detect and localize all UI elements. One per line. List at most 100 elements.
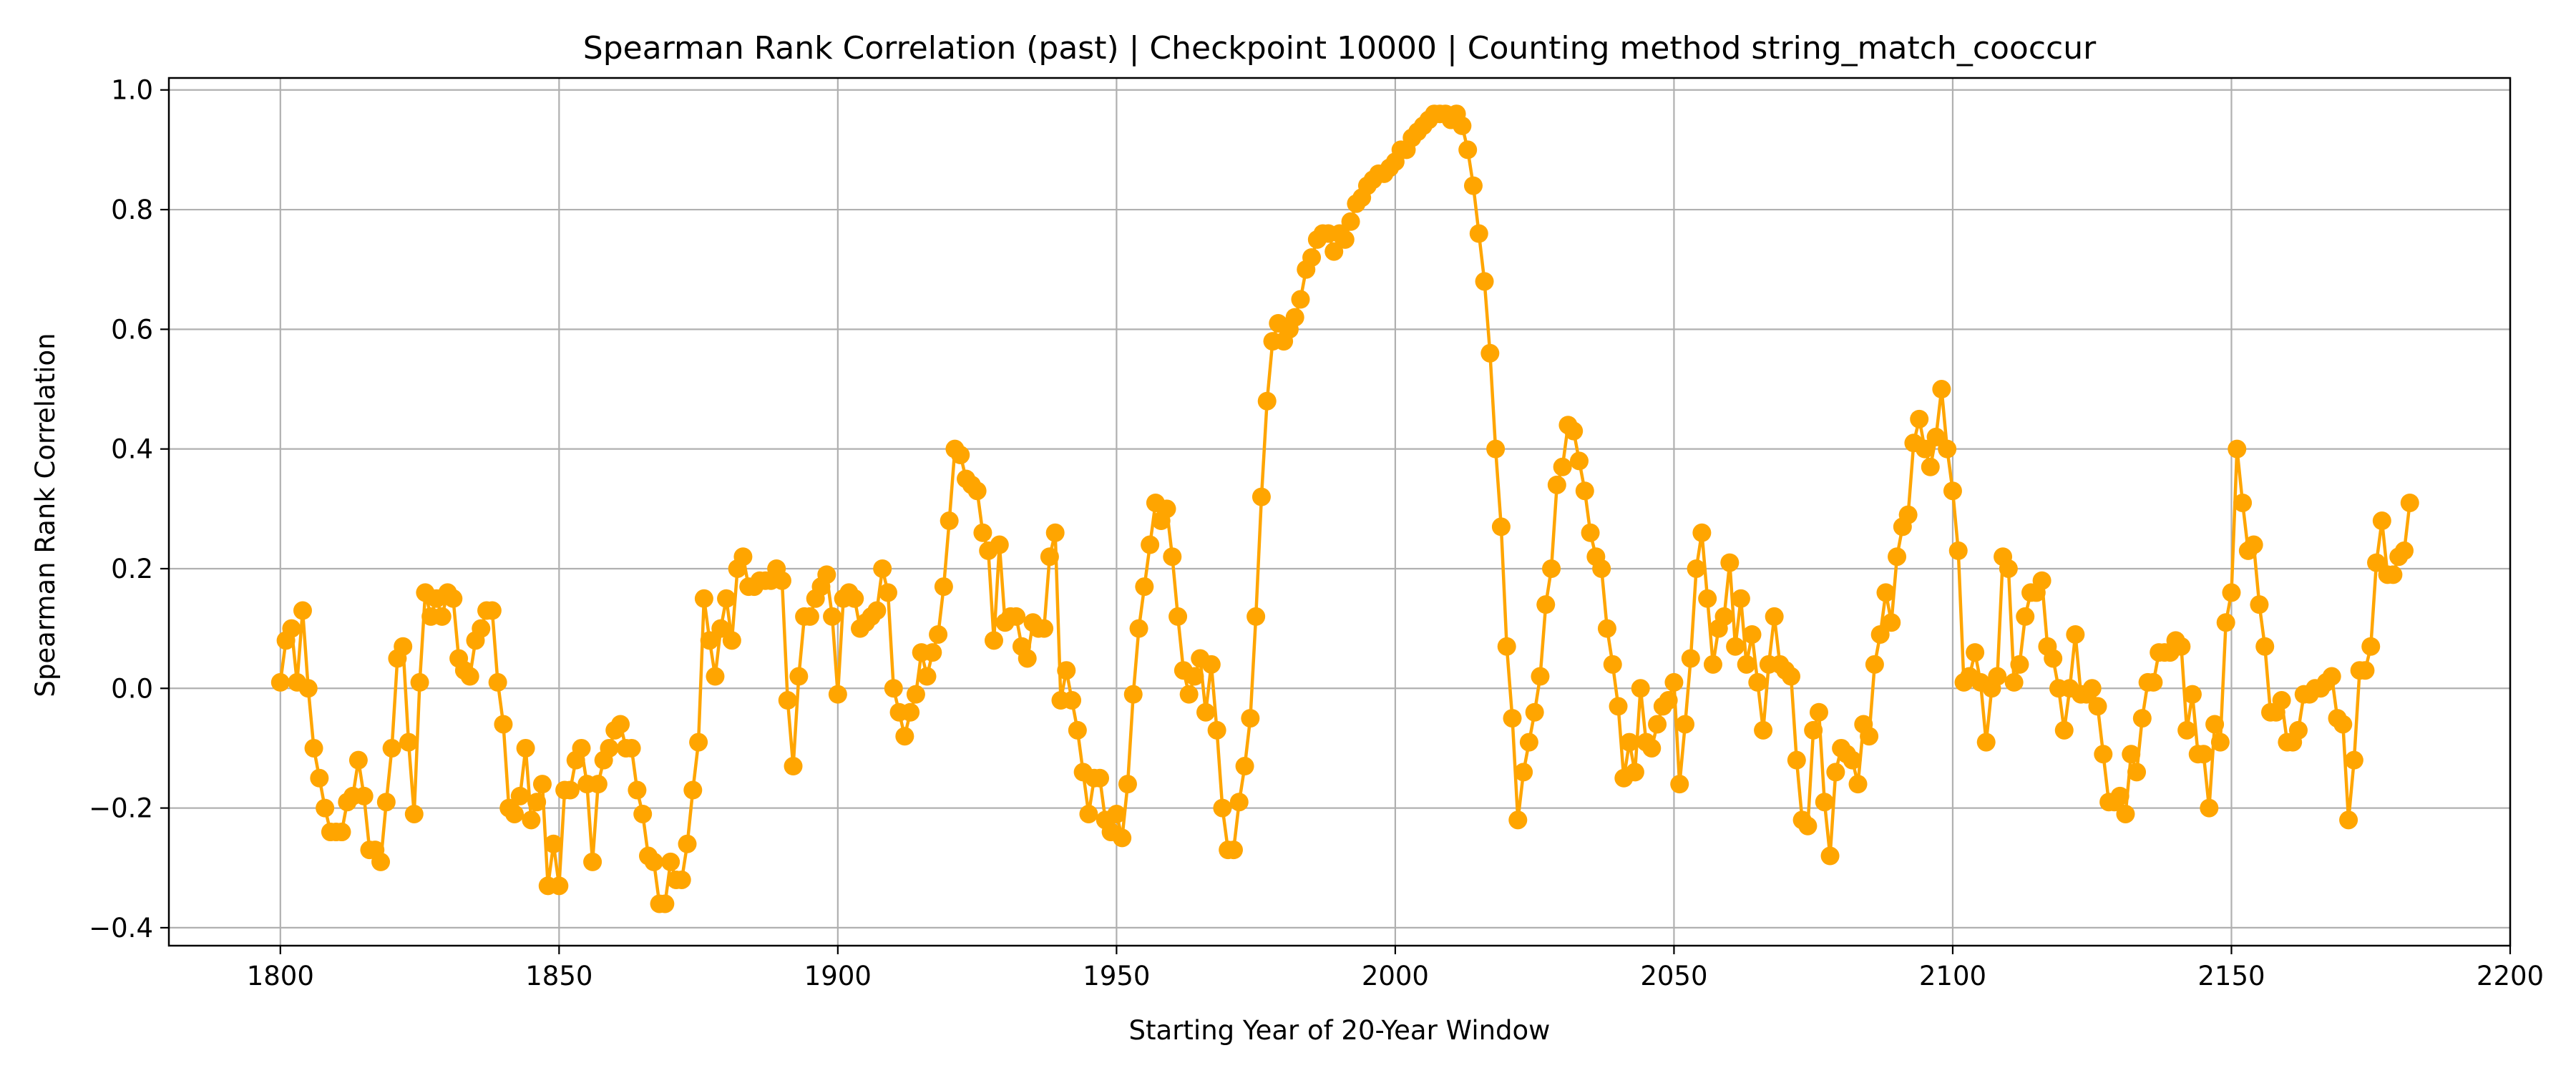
data-point (2272, 691, 2291, 710)
data-point (1123, 685, 1143, 704)
plot-area-frame (167, 77, 2512, 947)
data-point (1229, 793, 1249, 812)
data-point (1720, 553, 1740, 572)
data-point (1091, 768, 1110, 788)
data-point (967, 481, 987, 501)
grid-lines (169, 78, 2512, 946)
data-point (1213, 798, 1232, 818)
data-point (1497, 637, 1516, 656)
data-point (1976, 733, 1996, 752)
data-point (270, 672, 290, 692)
y-tick-label: 0.8 (111, 195, 153, 225)
data-point (984, 631, 1003, 650)
data-point (1179, 685, 1199, 704)
data-point (1670, 775, 1689, 794)
data-point (2250, 595, 2269, 614)
x-tick-label: 2200 (2477, 961, 2544, 991)
data-point (282, 619, 301, 638)
data-point (2233, 493, 2253, 512)
data-point (2394, 541, 2414, 560)
data-point (527, 793, 547, 812)
data-point (2400, 493, 2419, 512)
data-point (2367, 553, 2386, 572)
x-tick-label: 2050 (1640, 961, 1707, 991)
data-point (1531, 667, 1550, 686)
data-point (2116, 804, 2135, 823)
data-point (583, 852, 602, 871)
data-point (1648, 715, 1667, 734)
data-point (2094, 745, 2113, 764)
data-point (2172, 637, 2191, 656)
data-point (1057, 661, 1076, 680)
data-point (1687, 559, 1706, 578)
data-point (1620, 733, 1639, 752)
data-point (1135, 577, 1154, 597)
data-point (1302, 248, 1322, 267)
data-point (2205, 715, 2225, 734)
data-point (2010, 655, 2029, 674)
y-axis: −0.4 −0.2 0.0 0.2 0.4 0.6 0.8 1.0 (89, 75, 169, 944)
data-point (1018, 649, 1037, 668)
data-point (845, 589, 864, 608)
data-point (1463, 176, 1483, 195)
data-point (472, 619, 491, 638)
data-point (310, 768, 329, 788)
data-point (516, 738, 535, 758)
data-point (1948, 541, 1968, 560)
data-point (572, 738, 591, 758)
data-point (1564, 421, 1584, 441)
data-point (929, 624, 948, 644)
data-point (410, 672, 429, 692)
data-point (1458, 140, 1478, 160)
data-point (940, 511, 959, 531)
data-point (1252, 487, 1271, 506)
y-axis-title: Spearman Rank Correlation (30, 333, 61, 697)
data-point (683, 780, 703, 800)
data-point (404, 804, 424, 823)
data-point (600, 738, 619, 758)
data-point (1910, 409, 1929, 428)
data-point (2144, 672, 2163, 692)
data-point (1664, 672, 1684, 692)
data-point (1040, 547, 1059, 567)
data-point (1848, 775, 1868, 794)
data-point (661, 852, 680, 871)
data-point (884, 679, 903, 698)
data-point (678, 834, 697, 853)
data-point (1453, 116, 1472, 135)
data-point (2228, 439, 2247, 459)
data-point (784, 757, 803, 776)
data-point (1659, 691, 1678, 710)
data-point (1860, 727, 1879, 746)
data-point (2054, 720, 2074, 740)
data-point (772, 571, 791, 590)
data-point (532, 775, 552, 794)
data-point (700, 631, 719, 650)
data-point (316, 798, 335, 818)
data-point (550, 876, 569, 896)
data-point (717, 589, 736, 608)
y-tick-label: 0.2 (111, 554, 153, 584)
data-point (510, 786, 530, 805)
data-point (789, 667, 809, 686)
data-point (544, 834, 563, 853)
data-point (376, 793, 396, 812)
data-point (1207, 720, 1226, 740)
data-point (1129, 619, 1148, 638)
data-point (1692, 523, 1712, 542)
data-point (1782, 667, 1801, 686)
data-point (1815, 793, 1834, 812)
data-point (1241, 709, 1260, 728)
data-point (1475, 272, 1494, 291)
data-point (1547, 475, 1566, 494)
data-point (505, 804, 525, 823)
data-point (2339, 810, 2358, 830)
data-point (1480, 343, 1500, 363)
y-tick-label: 1.0 (111, 75, 153, 106)
data-point (2016, 607, 2035, 626)
data-point (622, 738, 641, 758)
data-point (1469, 224, 1488, 243)
data-point (778, 691, 797, 710)
data-point (1820, 846, 1840, 866)
